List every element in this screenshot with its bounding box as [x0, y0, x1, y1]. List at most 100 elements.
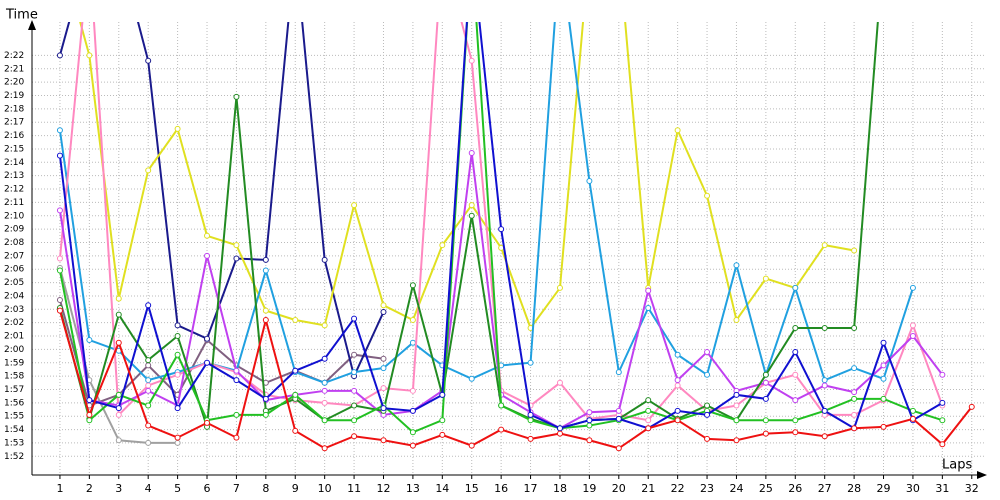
point [645, 287, 652, 294]
x-tick-label: 24 [729, 482, 743, 495]
x-tick-label: 30 [906, 482, 920, 495]
point [733, 262, 740, 269]
series-line [58, 299, 384, 407]
point [468, 442, 475, 449]
point [174, 333, 181, 340]
point [645, 425, 652, 432]
point [674, 407, 681, 414]
y-tick-label: 2:18 [4, 104, 24, 114]
point [351, 351, 358, 358]
point [939, 441, 946, 448]
point [909, 322, 916, 329]
point [851, 411, 858, 418]
point [704, 411, 711, 418]
point [409, 316, 416, 323]
x-tick-label: 1 [56, 482, 63, 495]
point [56, 152, 63, 159]
point [762, 379, 769, 386]
series-line [58, 22, 944, 422]
point [321, 417, 328, 424]
point [468, 149, 475, 156]
x-tick-label: 23 [700, 482, 714, 495]
point [380, 355, 387, 362]
point [145, 362, 152, 369]
point [704, 349, 711, 356]
point [468, 375, 475, 382]
point [586, 417, 593, 424]
point [704, 192, 711, 199]
point [939, 371, 946, 378]
point [674, 351, 681, 358]
y-tick-label: 1:53 [4, 438, 24, 448]
point [792, 429, 799, 436]
x-tick-label: 9 [292, 482, 299, 495]
point [86, 417, 93, 424]
point [704, 435, 711, 442]
point [145, 402, 152, 409]
point [527, 411, 534, 418]
point [351, 315, 358, 322]
point [586, 437, 593, 444]
point [204, 419, 211, 426]
series-line [58, 22, 385, 380]
y-tick-label: 2:15 [4, 144, 24, 154]
x-tick-label: 7 [233, 482, 240, 495]
point [851, 365, 858, 372]
point [821, 382, 828, 389]
point [851, 247, 858, 254]
point [909, 333, 916, 340]
x-tick-label: 14 [435, 482, 449, 495]
point [145, 57, 152, 64]
y-tick-label: 2:13 [4, 171, 24, 181]
point [351, 387, 358, 394]
point [762, 417, 769, 424]
point [792, 417, 799, 424]
point [556, 425, 563, 432]
point [115, 405, 122, 412]
point [409, 282, 416, 289]
point [292, 367, 299, 374]
point [204, 359, 211, 366]
point [204, 252, 211, 259]
point [145, 382, 152, 389]
point [86, 337, 93, 344]
point [380, 437, 387, 444]
point [821, 325, 828, 332]
point [645, 397, 652, 404]
point [880, 339, 887, 346]
point [351, 402, 358, 409]
y-tick-label: 2:21 [4, 64, 24, 74]
point [939, 417, 946, 424]
point [262, 411, 269, 418]
point [321, 322, 328, 329]
x-tick-label: 11 [347, 482, 361, 495]
point [909, 284, 916, 291]
point [674, 382, 681, 389]
point [292, 427, 299, 434]
point [674, 417, 681, 424]
point [292, 316, 299, 323]
point [56, 127, 63, 134]
y-tick-label: 2:10 [4, 211, 24, 221]
point [115, 391, 122, 398]
point [615, 369, 622, 376]
y-tick-label: 1:54 [4, 425, 24, 435]
x-axis-title: Laps [942, 458, 972, 473]
point [321, 256, 328, 263]
y-axis-title: Time [5, 8, 38, 23]
point [56, 296, 63, 303]
point [909, 407, 916, 414]
point [645, 407, 652, 414]
point [762, 275, 769, 282]
point [262, 267, 269, 274]
point [821, 377, 828, 384]
point [909, 415, 916, 422]
point [409, 387, 416, 394]
point [56, 52, 63, 59]
point [56, 207, 63, 214]
plot-area [56, 22, 975, 452]
point [880, 362, 887, 369]
point [556, 379, 563, 386]
series-line [58, 310, 973, 450]
point [968, 403, 975, 410]
